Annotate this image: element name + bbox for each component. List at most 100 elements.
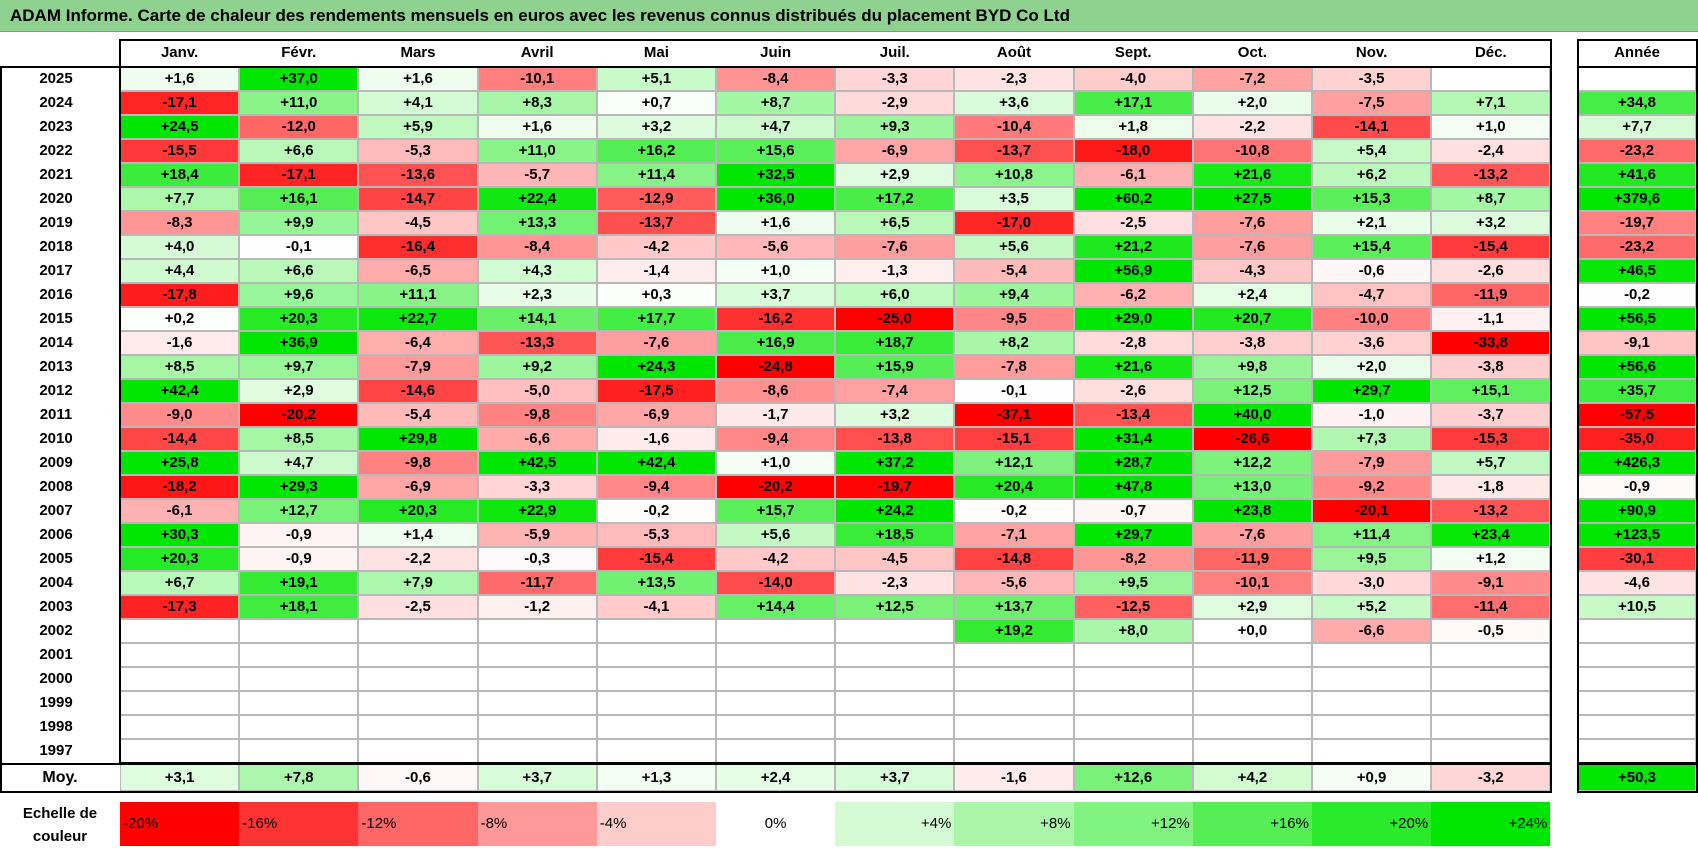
heatmap-cell: -2,2 (358, 547, 478, 571)
heatmap-cell: +3,2 (1431, 211, 1551, 235)
heatmap-cell: +23,8 (1192, 499, 1312, 523)
row-label-2002: 2002 (39, 622, 73, 639)
heatmap-cell: -17,8 (120, 283, 240, 307)
heatmap-cell (1192, 739, 1312, 763)
heatmap-cell: +36,9 (239, 331, 359, 355)
heatmap-cell (120, 715, 240, 739)
heatmap-cell: -12,5 (1073, 595, 1193, 619)
heatmap-cell: +18,7 (835, 331, 955, 355)
heatmap-cell: +1,8 (1073, 115, 1193, 139)
heatmap-cell: -13,2 (1431, 499, 1551, 523)
heatmap-cell (120, 691, 240, 715)
heatmap-cell: +31,4 (1073, 427, 1193, 451)
heatmap-cell: -13,7 (596, 211, 716, 235)
heatmap-cell (120, 619, 240, 643)
heatmap-cell: -20,2 (716, 475, 836, 499)
row-label-2009: 2009 (39, 454, 73, 471)
heatmap-cell: -4,1 (596, 595, 716, 619)
annual-cell: -0,2 (1578, 283, 1696, 307)
heatmap-cell (239, 691, 359, 715)
heatmap-cell: -0,9 (239, 547, 359, 571)
heatmap-cell: -3,5 (1312, 67, 1432, 91)
heatmap-cell (1312, 715, 1432, 739)
average-cell: -0,6 (358, 764, 478, 791)
heatmap-cell: -6,4 (358, 331, 478, 355)
annual-cell: -30,1 (1578, 547, 1696, 571)
heatmap-cell: -5,4 (358, 403, 478, 427)
heatmap-cell: -9,1 (1431, 571, 1551, 595)
annual-cell: +123,5 (1578, 523, 1696, 547)
heatmap-cell: +22,4 (477, 187, 597, 211)
annual-cell: +7,7 (1578, 115, 1696, 139)
heatmap-cell: +3,6 (954, 91, 1074, 115)
heatmap-cell: -13,2 (1431, 163, 1551, 187)
column-header-2: Févr. (281, 44, 317, 61)
heatmap-cell: +12,7 (239, 499, 359, 523)
heatmap-cell (954, 715, 1074, 739)
heatmap-cell (477, 715, 597, 739)
annual-cell (1578, 691, 1696, 715)
heatmap-cell: +17,2 (835, 187, 955, 211)
annual-cell (1578, 67, 1696, 91)
heatmap-cell (716, 619, 836, 643)
heatmap-cell: +19,1 (239, 571, 359, 595)
average-cell: +2,4 (716, 764, 836, 791)
average-cell: +1,3 (596, 764, 716, 791)
heatmap-cell (954, 667, 1074, 691)
heatmap-cell: -14,7 (358, 187, 478, 211)
heatmap-cell: +1,2 (1431, 547, 1551, 571)
average-annual-cell: +50,3 (1578, 764, 1696, 791)
heatmap-cell: -19,7 (835, 475, 955, 499)
annual-cell: +46,5 (1578, 259, 1696, 283)
heatmap-cell (954, 691, 1074, 715)
heatmap-cell: -3,6 (1312, 331, 1432, 355)
heatmap-cell: -14,4 (120, 427, 240, 451)
column-header-3: Mars (400, 44, 436, 61)
heatmap-cell: +29,7 (1312, 379, 1432, 403)
heatmap-cell: +2,3 (477, 283, 597, 307)
annual-cell: +34,8 (1578, 91, 1696, 115)
heatmap-cell: -20,1 (1312, 499, 1432, 523)
color-scale-swatch: -16% (239, 802, 359, 846)
heatmap-cell: +24,2 (835, 499, 955, 523)
heatmap-cell: +11,1 (358, 283, 478, 307)
heatmap-cell: -0,9 (239, 523, 359, 547)
left-border (0, 66, 2, 791)
heatmap-cell: +6,6 (239, 259, 359, 283)
annual-cell: +56,5 (1578, 307, 1696, 331)
heatmap-cell: +2,9 (835, 163, 955, 187)
heatmap-cell: -12,9 (596, 187, 716, 211)
heatmap-cell: +13,3 (477, 211, 597, 235)
heatmap-cell: +24,5 (120, 115, 240, 139)
heatmap-cell (477, 667, 597, 691)
heatmap-cell: +16,2 (596, 139, 716, 163)
heatmap-cell: -11,9 (1431, 283, 1551, 307)
color-scale-swatch: 0% (716, 802, 836, 846)
heatmap-cell: +15,4 (1312, 235, 1432, 259)
heatmap-cell (1073, 715, 1193, 739)
header-divider (0, 66, 1553, 68)
heatmap-cell: +7,1 (1431, 91, 1551, 115)
heatmap-cell: -15,3 (1431, 427, 1551, 451)
heatmap-cell: +40,0 (1192, 403, 1312, 427)
heatmap-cell: -2,5 (1073, 211, 1193, 235)
average-cell: +3,1 (120, 764, 240, 791)
heatmap-cell: +5,1 (596, 67, 716, 91)
heatmap-cell: +6,2 (1312, 163, 1432, 187)
heatmap-cell: -0,2 (596, 499, 716, 523)
color-scale-swatch: +8% (954, 802, 1074, 846)
row-label-2014: 2014 (39, 334, 73, 351)
annual-header-divider (1577, 66, 1698, 68)
heatmap-cell (1431, 739, 1551, 763)
heatmap-cell: +6,7 (120, 571, 240, 595)
heatmap-cell: +8,5 (120, 355, 240, 379)
heatmap-cell: -7,6 (1192, 211, 1312, 235)
heatmap-cell: -6,9 (835, 139, 955, 163)
heatmap-cell: +9,7 (239, 355, 359, 379)
heatmap-cell: +15,9 (835, 355, 955, 379)
average-row-label: Moy. (42, 769, 78, 786)
heatmap-cell: +8,2 (954, 331, 1074, 355)
heatmap-cell: -14,8 (954, 547, 1074, 571)
annual-cell: +10,5 (1578, 595, 1696, 619)
heatmap-cell: +8,0 (1073, 619, 1193, 643)
